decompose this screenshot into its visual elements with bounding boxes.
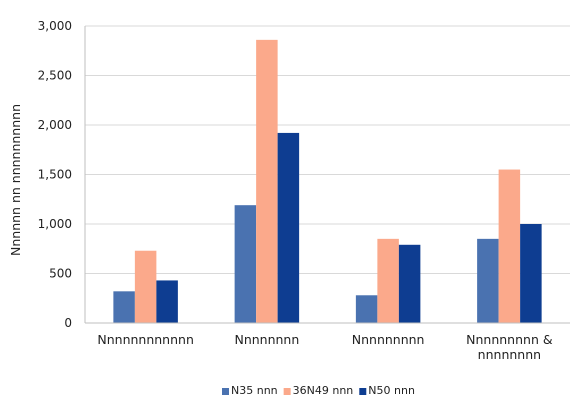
bar: [234, 205, 257, 323]
legend-label: N50 nnn: [368, 384, 415, 397]
bar: [355, 295, 378, 323]
y-tick-label: 0: [64, 316, 72, 330]
legend: N35 nnn 36N49 nnn N50 nnn: [222, 384, 415, 397]
legend-swatch: [359, 388, 367, 395]
y-tick-label: 1,500: [38, 168, 72, 182]
category-label: Nnnnnnnnn & nnnnnnnn: [466, 332, 553, 362]
legend-swatch: [283, 388, 291, 395]
y-tick-label: 3,000: [38, 19, 72, 33]
bars: [113, 39, 542, 324]
y-tick-label: 1,000: [38, 217, 72, 231]
y-tick-label: 2,000: [38, 118, 72, 132]
bar: [477, 238, 499, 323]
bar: [398, 244, 421, 323]
category-labels: Nnnnnnnnnnnn Nnnnnnnn Nnnnnnnnn Nnnnnnnnn &…: [97, 332, 552, 362]
bar: [498, 169, 521, 323]
bar: [134, 250, 157, 323]
legend-item: N50 nnn: [359, 384, 415, 397]
y-tick-label: 500: [49, 267, 72, 281]
bar: [377, 238, 399, 323]
legend-item: 36N49 nnn: [283, 384, 354, 397]
legend-label: N35 nnn: [231, 384, 278, 397]
bar: [277, 132, 300, 323]
category-label: Nnnnnnnn: [234, 332, 299, 347]
y-axis-title: Nnnnnn nn nnnnnnnnnn: [8, 104, 23, 256]
bar: [520, 224, 542, 323]
bar: [256, 39, 278, 324]
legend-item: N35 nnn: [222, 384, 278, 397]
y-tick-labels: 0 500 1,000 1,500 2,000 2,500 3,000: [38, 19, 72, 330]
category-label: Nnnnnnnnn: [352, 332, 425, 347]
y-tick-label: 2,500: [38, 69, 72, 83]
legend-swatch: [222, 388, 229, 395]
bar: [156, 280, 178, 323]
gridlines: [85, 25, 570, 274]
axes: [84, 26, 570, 324]
bar: [113, 291, 135, 323]
category-label: Nnnnnnnnnnnn: [97, 332, 194, 347]
legend-label: 36N49 nnn: [293, 384, 354, 397]
